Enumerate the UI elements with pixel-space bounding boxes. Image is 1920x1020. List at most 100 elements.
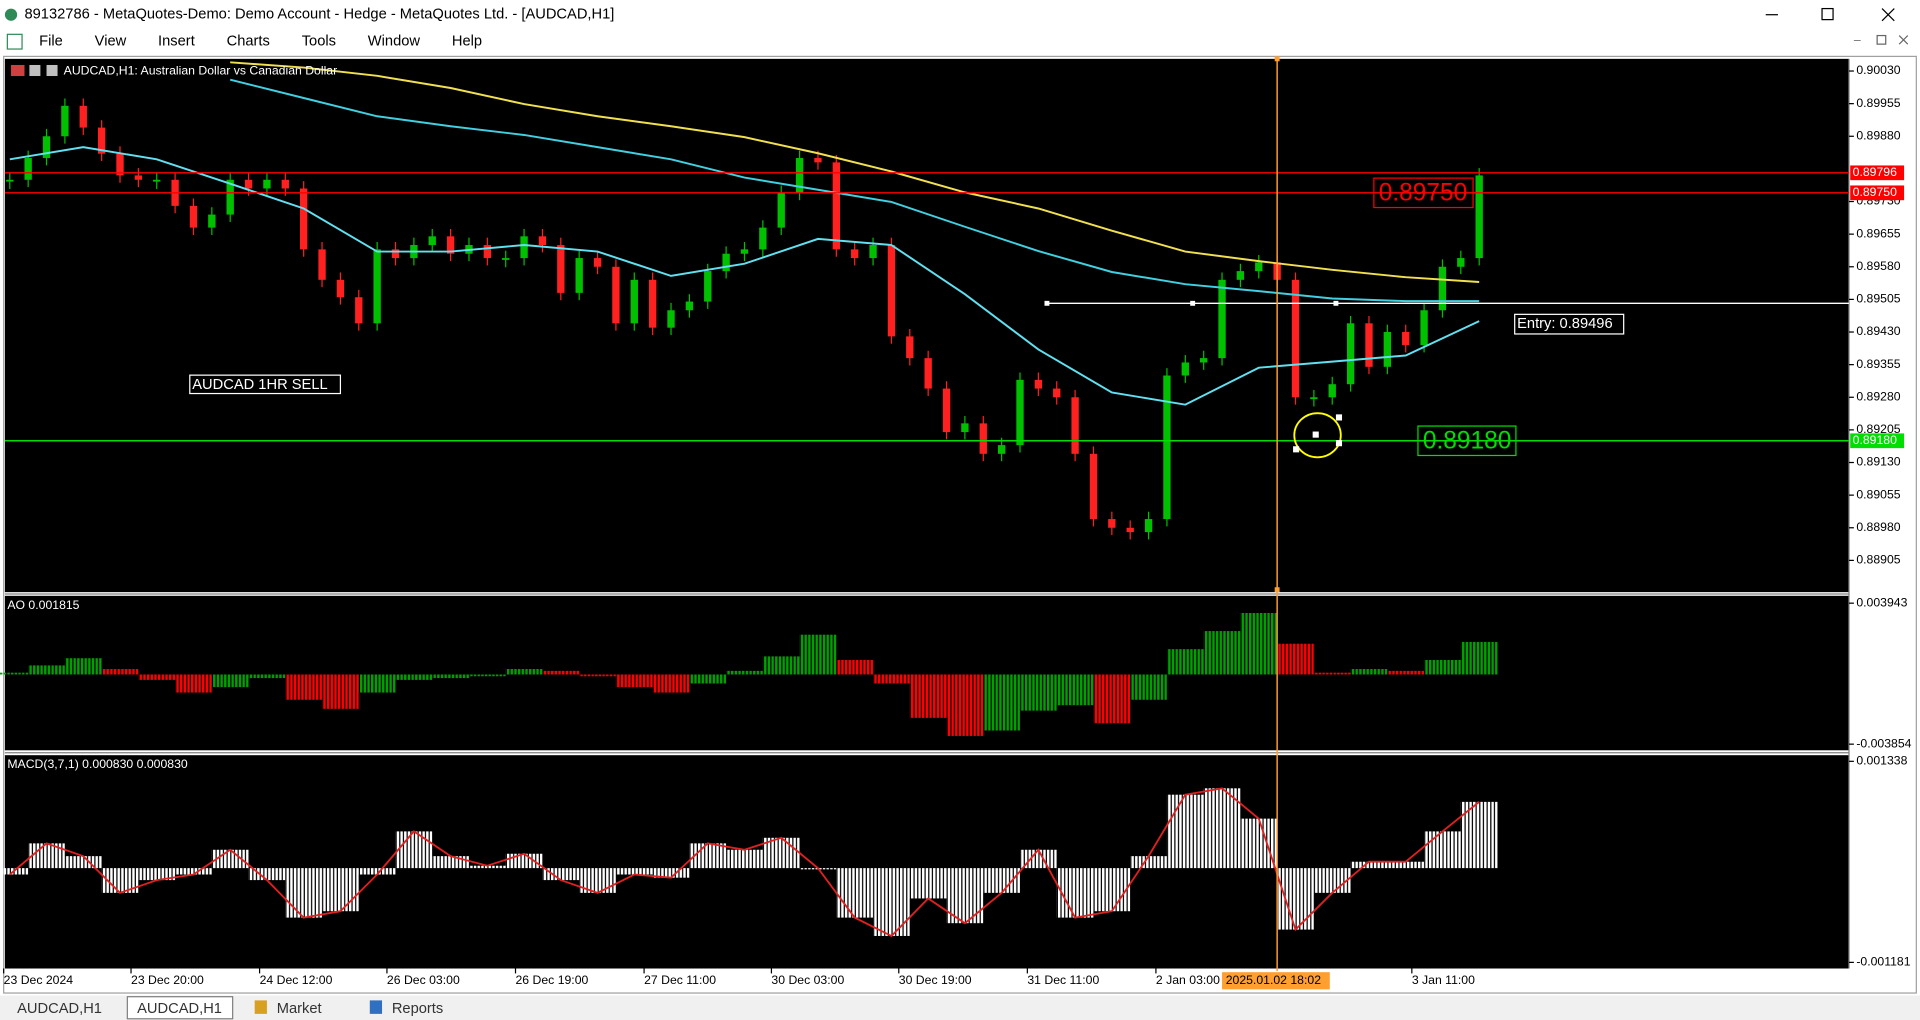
macd-bar [652, 868, 690, 878]
candle [373, 249, 381, 324]
drawing-handle[interactable] [1333, 300, 1339, 306]
moving-average [230, 61, 1480, 283]
ao-bar [615, 674, 653, 688]
ao-bar [64, 658, 102, 675]
drawing-handle[interactable] [1044, 300, 1050, 306]
ao-bar [248, 674, 286, 679]
x-tick-label: 2 Jan 03:00 [1156, 973, 1220, 987]
menu-item[interactable]: Tools [302, 34, 336, 50]
candle [226, 179, 234, 215]
ao-bar [1313, 672, 1351, 675]
candle [814, 158, 822, 163]
chart-icon [46, 64, 58, 77]
macd-bar [1020, 849, 1057, 869]
candle [1310, 397, 1318, 400]
macd-chart: MACD(3,7,1) 0.000830 0.000830 [0, 757, 1498, 938]
candle [1089, 453, 1098, 520]
y-tick-label: 0.88980 [1856, 520, 1900, 534]
macd-bar [909, 868, 947, 899]
macd-bar [1240, 818, 1278, 869]
candle [428, 236, 436, 246]
macd-bar [1387, 861, 1425, 869]
drawing-handle[interactable] [1190, 300, 1196, 306]
menu-item[interactable]: Charts [227, 34, 270, 50]
drawing-handle[interactable] [1335, 414, 1343, 421]
candle [887, 245, 896, 337]
symbol-label: AUDCAD,H1: Australian Dollar vs Canadian… [64, 63, 338, 77]
candle [1365, 323, 1373, 367]
maximize-button[interactable] [1821, 7, 1834, 21]
price-tag [1850, 185, 1905, 201]
annotation-box[interactable] [189, 374, 342, 395]
price-tag-label: 0.89180 [1853, 433, 1897, 447]
menu-item[interactable]: View [95, 34, 127, 50]
menu-item[interactable]: File [39, 34, 63, 50]
ao-bar [1130, 674, 1167, 700]
y-tick-label: 0.89430 [1856, 324, 1900, 338]
ellipse-drawing[interactable] [1293, 412, 1342, 459]
y-tick-label: 0.89055 [1856, 487, 1900, 501]
macd-bar [505, 853, 543, 869]
candle [1328, 384, 1336, 398]
macd-bar [322, 868, 359, 912]
macd-bar [1130, 856, 1167, 869]
tab[interactable] [126, 996, 234, 1020]
candle [391, 249, 400, 259]
child-restore[interactable] [1876, 34, 1887, 45]
tab[interactable] [7, 996, 113, 1019]
macd-bar [1313, 868, 1351, 893]
ao-bar [946, 674, 984, 736]
level-label-box[interactable] [1417, 425, 1517, 457]
candle [869, 245, 877, 259]
candle [336, 279, 345, 298]
y-tick-label: 0.89280 [1856, 389, 1900, 403]
y-tick-label: 0.89580 [1856, 259, 1900, 273]
y-tick-label: 0.90030 [1856, 63, 1900, 77]
level-label-box[interactable] [1373, 177, 1474, 209]
crosshair-handle[interactable] [1274, 587, 1280, 593]
tab[interactable] [362, 996, 463, 1019]
drawing-handle[interactable] [1335, 440, 1343, 447]
candle [538, 236, 547, 246]
indicator-label: AO 0.001815 [7, 598, 79, 612]
candle [42, 136, 51, 159]
child-close[interactable] [1898, 35, 1909, 45]
menu-item[interactable]: Insert [158, 34, 195, 50]
tab-label: AUDCAD,H1 [137, 1001, 222, 1017]
macd-bar [726, 849, 763, 869]
menu-item[interactable]: Help [452, 34, 482, 50]
tabs: AUDCAD,H1 AUDCAD,H1 Market Reports [7, 996, 463, 1020]
candle [851, 249, 859, 259]
price-tag-label: 0.89796 [1853, 165, 1897, 179]
y-tick-label: 0.89655 [1856, 226, 1900, 240]
candle [446, 236, 455, 254]
candle [1475, 175, 1483, 259]
cursor-time: 2025.01.02 18:02 [1226, 973, 1321, 987]
candle [208, 214, 216, 228]
close-button[interactable] [1881, 8, 1895, 22]
ao-bar [138, 674, 176, 680]
ao-bar [1020, 674, 1057, 711]
candle [1255, 262, 1263, 272]
macd-bar [1203, 788, 1241, 869]
tab[interactable] [247, 996, 348, 1019]
drawing-handle[interactable] [1312, 431, 1319, 438]
price-tag-label: 0.89750 [1853, 185, 1897, 199]
menu-item[interactable]: Window [368, 34, 421, 50]
macd-bar [1093, 868, 1131, 912]
entry-label-box[interactable] [1514, 313, 1625, 335]
candle [61, 105, 69, 137]
y-tick-label: 0.89355 [1856, 357, 1900, 371]
drawing-handle[interactable] [1293, 446, 1300, 453]
macd-bar [615, 868, 653, 875]
y-tick-label: -0.003854 [1856, 736, 1911, 750]
candle [1126, 527, 1134, 533]
candle [483, 245, 492, 259]
ao-bar [542, 670, 580, 675]
y-tick-label: 0.89880 [1856, 129, 1900, 143]
macd-bar [211, 849, 249, 869]
child-minimize[interactable]: – [1854, 33, 1861, 47]
crosshair-handle[interactable] [1274, 56, 1280, 62]
macd-pane [4, 755, 1849, 969]
